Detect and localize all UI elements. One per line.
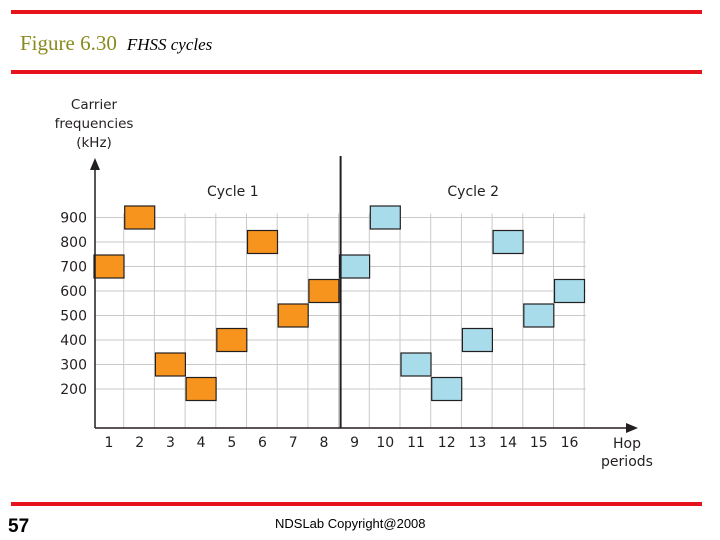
y-tick-label: 700: [60, 260, 87, 276]
x-tick-label: 13: [468, 435, 486, 451]
chart-axes: [90, 156, 638, 433]
bottom-red-rule: [11, 502, 702, 506]
x-axis-arrow: [626, 423, 638, 433]
figure-title: Figure 6.30 FHSS cycles: [20, 31, 212, 56]
y-tick-label: 600: [60, 284, 87, 300]
x-tick-label: 11: [407, 435, 425, 451]
hop-block-5: [216, 327, 248, 353]
title-underline-rule: [11, 70, 702, 74]
y-tick-label: 300: [60, 358, 87, 374]
x-axis-title-line: periods: [601, 454, 653, 470]
hop-block-3: [154, 352, 186, 377]
hop-block-12: [431, 376, 463, 402]
x-tick-label: 12: [438, 435, 456, 451]
y-axis-title-line: Carrier: [71, 97, 118, 113]
y-axis-title-line: frequencies: [55, 116, 134, 132]
hop-block-16: [553, 278, 586, 304]
y-tick-label: 400: [60, 333, 87, 349]
hop-block-7: [277, 303, 309, 328]
x-axis-title-line: Hop: [613, 436, 641, 452]
figure-number: Figure 6.30: [20, 31, 117, 55]
y-tick-label: 800: [60, 235, 87, 251]
y-axis-arrow: [90, 158, 100, 170]
hop-blocks: [93, 205, 586, 402]
hop-block-6: [246, 229, 279, 255]
hop-block-11: [400, 352, 432, 377]
hop-block-1: [93, 254, 125, 279]
y-tick-label: 200: [60, 382, 87, 398]
x-tick-label: 2: [135, 435, 144, 451]
top-red-rule: [11, 10, 702, 14]
hop-block-8: [308, 278, 340, 304]
hop-block-10: [369, 205, 401, 230]
x-tick-label: 6: [258, 435, 267, 451]
x-tick-label: 9: [350, 435, 359, 451]
footer-copyright: NDSLab Copyright@2008: [275, 516, 426, 531]
slide-number: 57: [8, 516, 30, 537]
hop-block-15: [523, 303, 555, 328]
hop-block-9: [339, 254, 371, 279]
hop-block-14: [492, 229, 524, 255]
x-tick-label: 10: [376, 435, 394, 451]
chart-grid: [95, 213, 586, 428]
x-tick-label: 4: [197, 435, 206, 451]
figure-caption: FHSS cycles: [126, 35, 213, 54]
hop-block-4: [185, 376, 217, 402]
y-axis-title-line: (kHz): [76, 135, 112, 151]
x-tick-label: 14: [499, 435, 517, 451]
cycle-2-label: Cycle 2: [447, 184, 499, 200]
x-tick-label: 5: [227, 435, 236, 451]
y-tick-label: 900: [60, 211, 87, 227]
cycle-1-label: Cycle 1: [207, 184, 259, 200]
hop-block-2: [124, 205, 156, 230]
x-tick-label: 1: [105, 435, 114, 451]
y-tick-label: 500: [60, 309, 87, 325]
hop-block-13: [461, 327, 493, 353]
x-tick-label: 7: [289, 435, 298, 451]
x-tick-label: 3: [166, 435, 175, 451]
x-tick-label: 16: [561, 435, 579, 451]
x-tick-label: 8: [319, 435, 328, 451]
x-tick-label: 15: [530, 435, 548, 451]
